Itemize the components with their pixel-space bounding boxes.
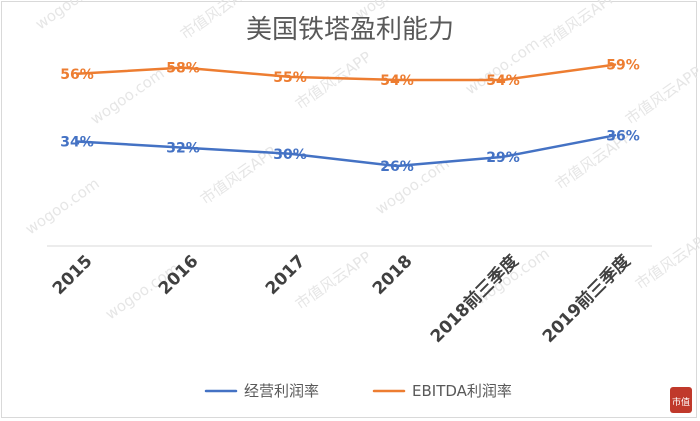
legend-label-1: 经营利润率	[244, 382, 319, 400]
brand-logo: 市值	[670, 387, 692, 413]
data-label-series-1: 36%	[606, 128, 640, 144]
watermark-text: wogoo.com	[22, 174, 103, 238]
data-label-series-2: 59%	[606, 58, 640, 74]
data-label-series-1: 26%	[380, 159, 414, 175]
data-label-series-1: 30%	[273, 147, 307, 163]
watermark-text: 市值风云APP	[632, 228, 700, 293]
watermark-text: 市值风云APP	[537, 0, 620, 53]
data-label-series-2: 58%	[166, 61, 200, 77]
data-label-series-2: 56%	[60, 67, 94, 83]
data-label-series-2: 54%	[380, 73, 414, 89]
x-tick-label: 2019前三季度	[538, 250, 635, 347]
series-layer: 34% 32% 30% 26% 29% 36% 56% 58% 55% 54% 54% 59%	[60, 58, 640, 175]
data-label-series-1: 34%	[60, 134, 94, 150]
x-tick-label: 2018	[369, 251, 417, 299]
data-label-series-1: 32%	[166, 141, 200, 157]
legend: 经营利润率 EBITDA利润率	[204, 382, 512, 400]
x-tick-label: 2018前三季度	[426, 250, 523, 347]
chart-title: 美国铁塔盈利能力	[246, 15, 454, 45]
x-tick-label: 2015	[49, 251, 97, 299]
brand-logo-text: 市值	[672, 396, 690, 408]
legend-label-2: EBITDA利润率	[412, 382, 512, 400]
data-label-series-1: 29%	[486, 150, 520, 166]
watermark-text: wogoo.com	[87, 64, 168, 128]
series-line-2	[75, 63, 617, 82]
data-label-series-2: 54%	[486, 73, 520, 89]
series-line-1	[75, 134, 617, 168]
watermark-text: 市值风云APP	[292, 248, 375, 313]
data-label-series-2: 55%	[273, 70, 307, 86]
watermark-text: wogoo.com	[32, 0, 113, 33]
brand-logo-mark	[670, 387, 692, 413]
